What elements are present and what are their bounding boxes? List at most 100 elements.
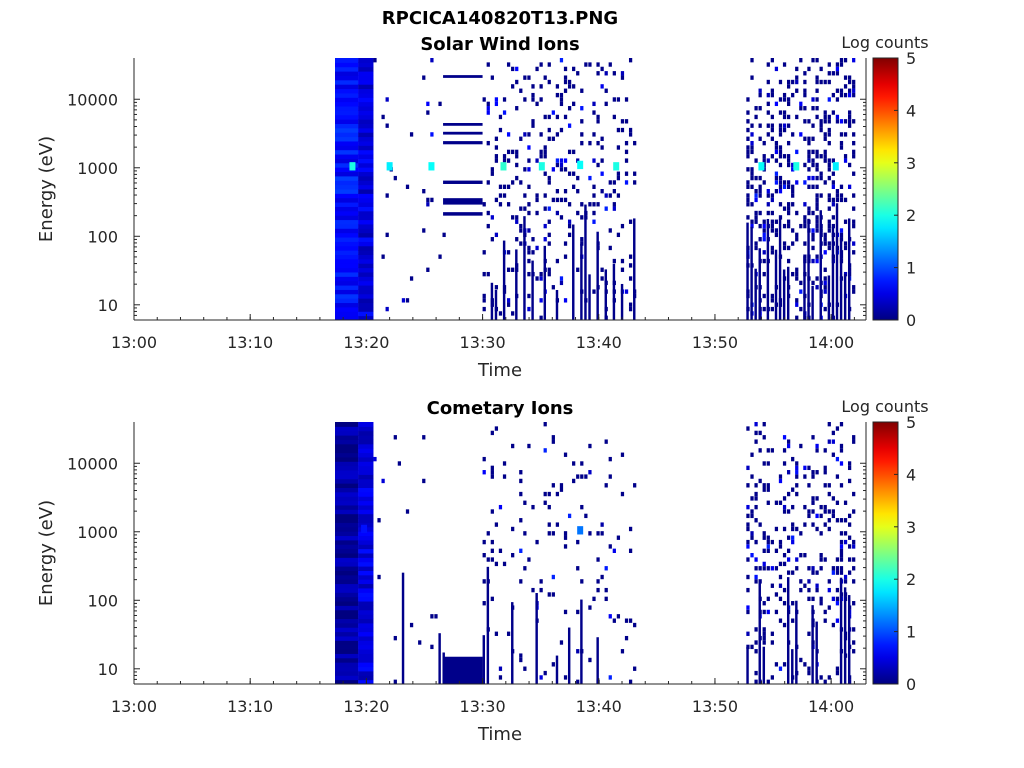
spectrogram-cell (786, 219, 791, 224)
spectrogram-cell (823, 618, 827, 623)
spectrogram-cell (762, 566, 766, 571)
spectrogram-cell (835, 587, 840, 593)
spectrogram-cell (358, 548, 374, 554)
x-tick-label: 13:20 (343, 333, 389, 352)
spectrogram-cell (782, 587, 787, 593)
spectrogram-cell (523, 97, 527, 102)
spectrogram-cell (786, 97, 791, 102)
spectrogram-cell (551, 110, 555, 115)
spectrogram-cell (770, 136, 774, 141)
spectrogram-cell (358, 189, 374, 194)
spectrogram-cell (819, 513, 823, 519)
spectrogram-cell (852, 223, 856, 229)
spectrogram-cell (482, 293, 486, 299)
spectrogram-cell (486, 223, 490, 229)
spectrogram-cell (600, 171, 604, 176)
spectrogram-cell (774, 189, 779, 194)
spectrogram-cell (807, 175, 811, 181)
spectrogram-cell (335, 132, 359, 138)
spectrogram-cell (754, 483, 758, 488)
spectrogram-cell (839, 119, 844, 124)
spectrogram-cell (746, 526, 750, 532)
spectrogram-cell (358, 544, 374, 550)
spectrogram-cell (426, 197, 430, 203)
spectrogram-cell (774, 171, 779, 176)
spectrogram-cell (502, 97, 507, 102)
spectrogram-cell (335, 84, 359, 90)
spectrogram-cell (624, 289, 629, 294)
spectrogram-cell (839, 228, 844, 233)
spectrogram-cell (358, 627, 374, 633)
spectrogram-cell (358, 250, 374, 255)
spectrogram-cell (778, 110, 783, 115)
spectrogram-cell (422, 435, 426, 440)
spectrogram-cell (819, 566, 823, 571)
spectrogram-cell (535, 245, 539, 251)
spectrogram-block (443, 180, 483, 184)
spectrogram-cell (815, 448, 819, 453)
spectrogram-cell (786, 443, 791, 449)
spectrogram-cell (843, 84, 848, 89)
spectrogram-cell (827, 422, 831, 427)
spectrogram-cell (803, 504, 807, 510)
spectrogram-cell (782, 92, 787, 98)
spectrogram-cell (430, 132, 434, 137)
spectrogram-cell (608, 62, 612, 67)
spectrogram-streak (847, 218, 851, 320)
spectrogram-cell (811, 280, 815, 286)
spectrogram-cell (774, 592, 779, 597)
spectrogram-cell (358, 435, 374, 440)
spectrogram-cell (628, 548, 633, 553)
spectrogram-cell (803, 88, 807, 93)
spectrogram-cell (426, 101, 430, 107)
spectrogram-cell (511, 215, 515, 220)
spectrogram-cell (559, 162, 564, 168)
x-tick-label: 13:50 (692, 697, 738, 716)
spectrogram-cell (778, 596, 783, 602)
spectrogram-cell (770, 123, 774, 128)
spectrogram-cell (335, 640, 359, 646)
spectrogram-cell (608, 544, 612, 549)
spectrogram-cell (358, 285, 374, 290)
spectrogram-cell (551, 483, 555, 488)
spectrogram-cell (766, 679, 770, 684)
spectrogram-cell (490, 557, 494, 562)
spectrogram-cell (852, 171, 856, 176)
spectrogram-cell (535, 210, 539, 216)
spectrogram-cell (847, 570, 852, 575)
spectrogram-cell (567, 106, 572, 111)
spectrogram-cell (567, 123, 572, 128)
spectrogram-cell (835, 666, 840, 671)
spectrogram-cell (782, 180, 787, 185)
spectrogram-cell (823, 679, 827, 684)
spectrogram-cell (608, 245, 612, 251)
spectrogram-cell (511, 443, 515, 449)
spectrogram-cell (624, 158, 629, 163)
spectrogram-streak (791, 649, 794, 684)
spectrogram-cell (624, 119, 629, 124)
spectrogram-cell (358, 430, 374, 436)
spectrogram-cell (620, 119, 625, 124)
spectrogram-cell (827, 140, 831, 146)
spectrogram-cell (608, 180, 612, 185)
spectrogram-cell (762, 232, 766, 238)
spectrogram-cell (633, 140, 637, 146)
spectrogram-cell (807, 587, 811, 593)
spectrogram-cell (831, 110, 835, 115)
spectrogram-cell (758, 448, 762, 453)
spectrogram-cell (358, 202, 374, 207)
spectrogram-cell (633, 666, 637, 671)
spectrogram-cell (770, 154, 774, 159)
spectrogram-cell (358, 293, 374, 299)
spectrogram-cell (584, 474, 588, 479)
spectrogram-cell (358, 618, 374, 624)
spectrogram-cell (852, 557, 856, 562)
spectrogram-cell (766, 132, 770, 137)
spectrogram-cell (827, 206, 831, 211)
spectrogram-cell (612, 202, 616, 207)
spectrogram-cell (335, 206, 359, 212)
spectrogram-cell (567, 84, 572, 89)
spectrogram-cell (482, 97, 486, 102)
spectrogram-cell (827, 579, 831, 584)
spectrogram-cell (393, 635, 397, 641)
